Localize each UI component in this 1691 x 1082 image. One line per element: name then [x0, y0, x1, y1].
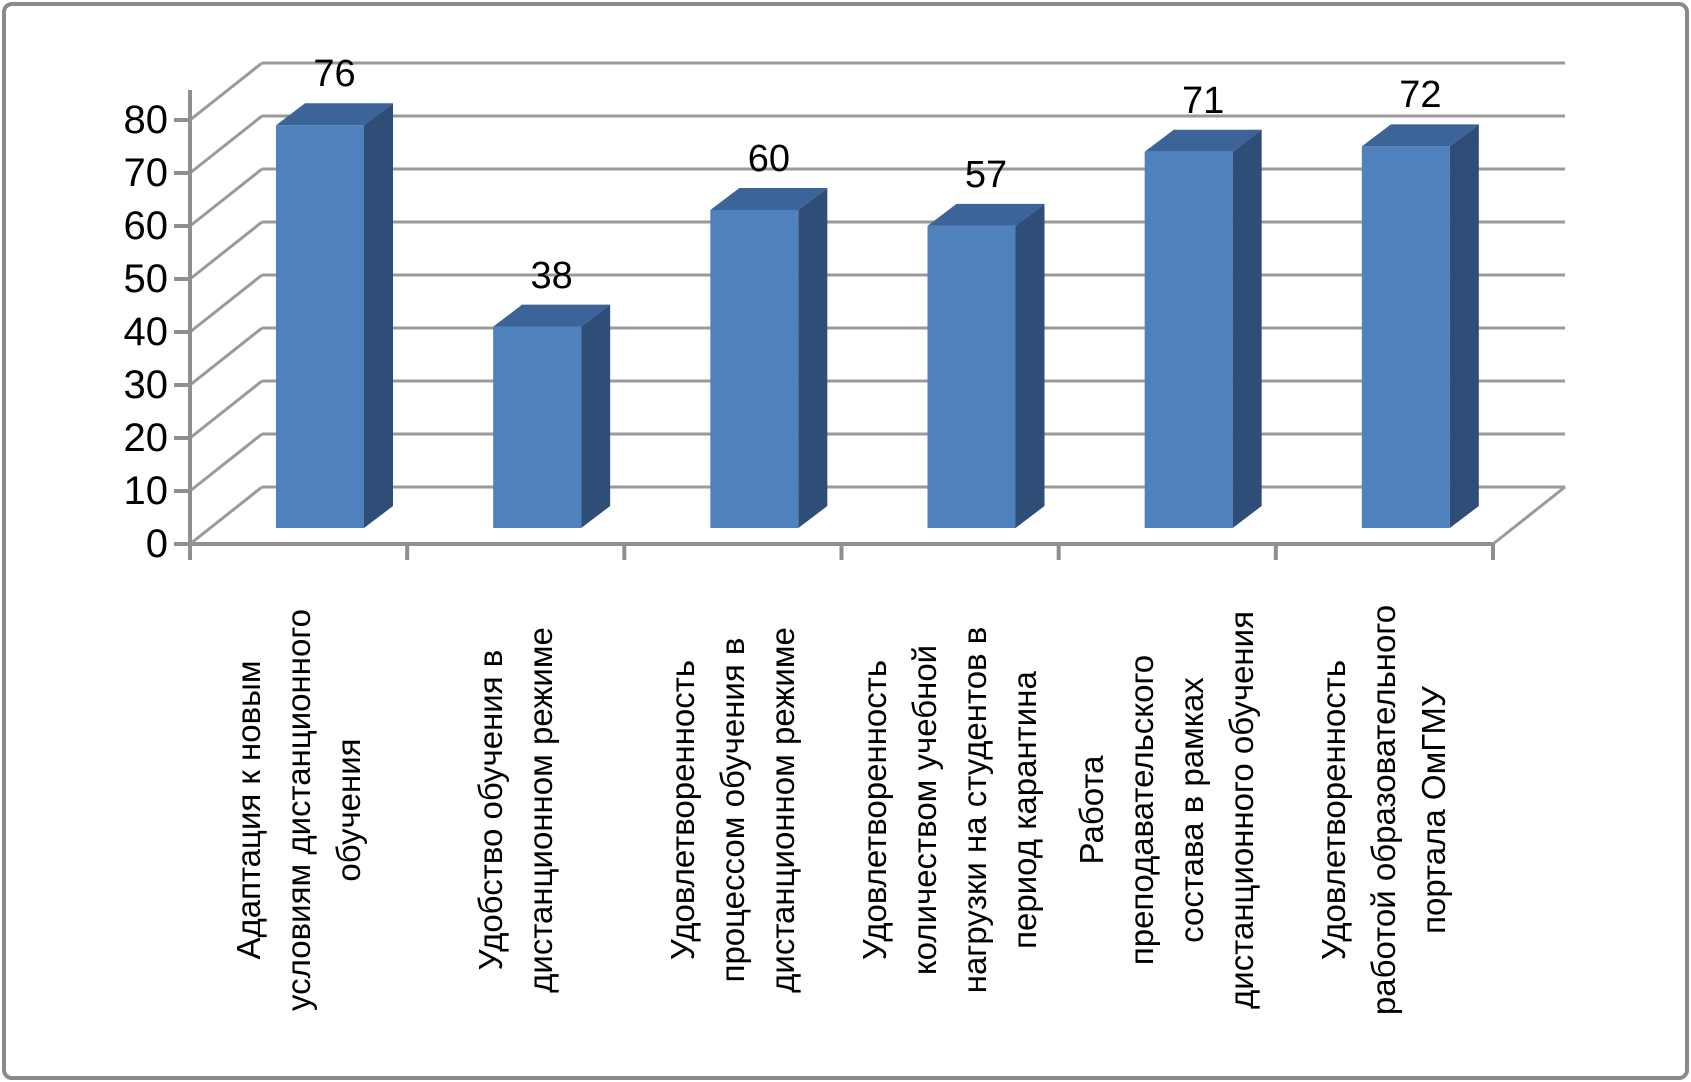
bar-value-label: 38 — [530, 254, 573, 297]
floor-right-edge — [1492, 485, 1566, 546]
y-axis-label: 0 — [145, 522, 168, 566]
bar-top-face — [1361, 124, 1479, 147]
bar-top-face — [276, 103, 393, 126]
x-axis-category-label: Удовлетворенность работой образовательно… — [1276, 554, 1493, 1066]
bar-front-face — [1144, 151, 1233, 528]
bar-top-face — [927, 203, 1045, 226]
bar-top-face — [710, 188, 828, 210]
y-axis-label: 60 — [123, 204, 169, 248]
gridline-depth — [189, 114, 263, 175]
bar-chart-3d — [174, 61, 1566, 560]
x-axis-category-label: Удобство обучения в дистанционном режиме — [407, 554, 624, 1066]
gridline-depth — [189, 485, 263, 546]
bar-value-label: 71 — [1182, 79, 1225, 122]
gridline-depth — [189, 432, 263, 493]
bar-side-face — [1449, 124, 1479, 529]
bar-value-label: 72 — [1399, 74, 1442, 117]
bar-front-face — [927, 225, 1016, 528]
x-axis-category-label: Работа преподавательского состава в рамк… — [1059, 554, 1276, 1066]
gridline-depth — [189, 220, 263, 281]
gridline-depth — [189, 61, 263, 122]
bar-value-label: 60 — [747, 138, 790, 180]
bar-value-label: 57 — [964, 153, 1008, 196]
bar-front-face — [710, 210, 799, 528]
bar-side-face — [1015, 203, 1045, 528]
x-axis-category-text: Работа преподавательского состава в рамк… — [1073, 611, 1261, 1009]
x-axis-category-text: Удовлетворенность количеством учебной на… — [856, 626, 1044, 994]
bar-front-face — [1361, 146, 1450, 528]
x-axis-category-label: Адаптация к новым условиям дистанционног… — [190, 554, 407, 1066]
gridline-depth — [189, 326, 263, 387]
bar-side-face — [798, 188, 828, 528]
y-axis-label: 30 — [123, 363, 169, 407]
x-axis-category-text: Удовлетворенность работой образовательно… — [1315, 604, 1453, 1016]
bar-side-face — [581, 304, 611, 528]
gridline-depth — [189, 167, 263, 228]
bar-top-face — [493, 304, 611, 327]
x-axis-category-label: Удовлетворенность количеством учебной на… — [842, 554, 1059, 1066]
bar-top-face — [1144, 129, 1262, 152]
bar-front-face — [493, 326, 582, 528]
bar-value-label: 76 — [313, 53, 356, 96]
bar-side-face — [364, 103, 393, 528]
x-axis-category-text: Удобство обучения в дистанционном режиме — [471, 627, 559, 993]
gridline-depth — [189, 379, 263, 440]
y-axis-label: 80 — [123, 98, 169, 142]
y-axis-label: 50 — [123, 257, 169, 301]
x-axis-category-text: Удовлетворенность процессом обучения в д… — [663, 627, 801, 993]
x-axis-category-text: Адаптация к новым условиям дистанционног… — [229, 609, 367, 1011]
y-axis-label: 10 — [123, 469, 169, 513]
gridline-depth — [189, 273, 263, 334]
y-axis-label: 70 — [123, 151, 169, 195]
bar-front-face — [276, 125, 364, 528]
bar-side-face — [1232, 129, 1262, 528]
y-axis-label: 40 — [123, 310, 169, 354]
chart-labels: 0 10 20 30 40 50 60 70 80 76 38 60 57 71 72 Адаптация к… — [6, 6, 1685, 1076]
y-axis-label: 20 — [123, 416, 169, 460]
x-axis-category-label: Удовлетворенность процессом обучения в д… — [624, 554, 841, 1066]
